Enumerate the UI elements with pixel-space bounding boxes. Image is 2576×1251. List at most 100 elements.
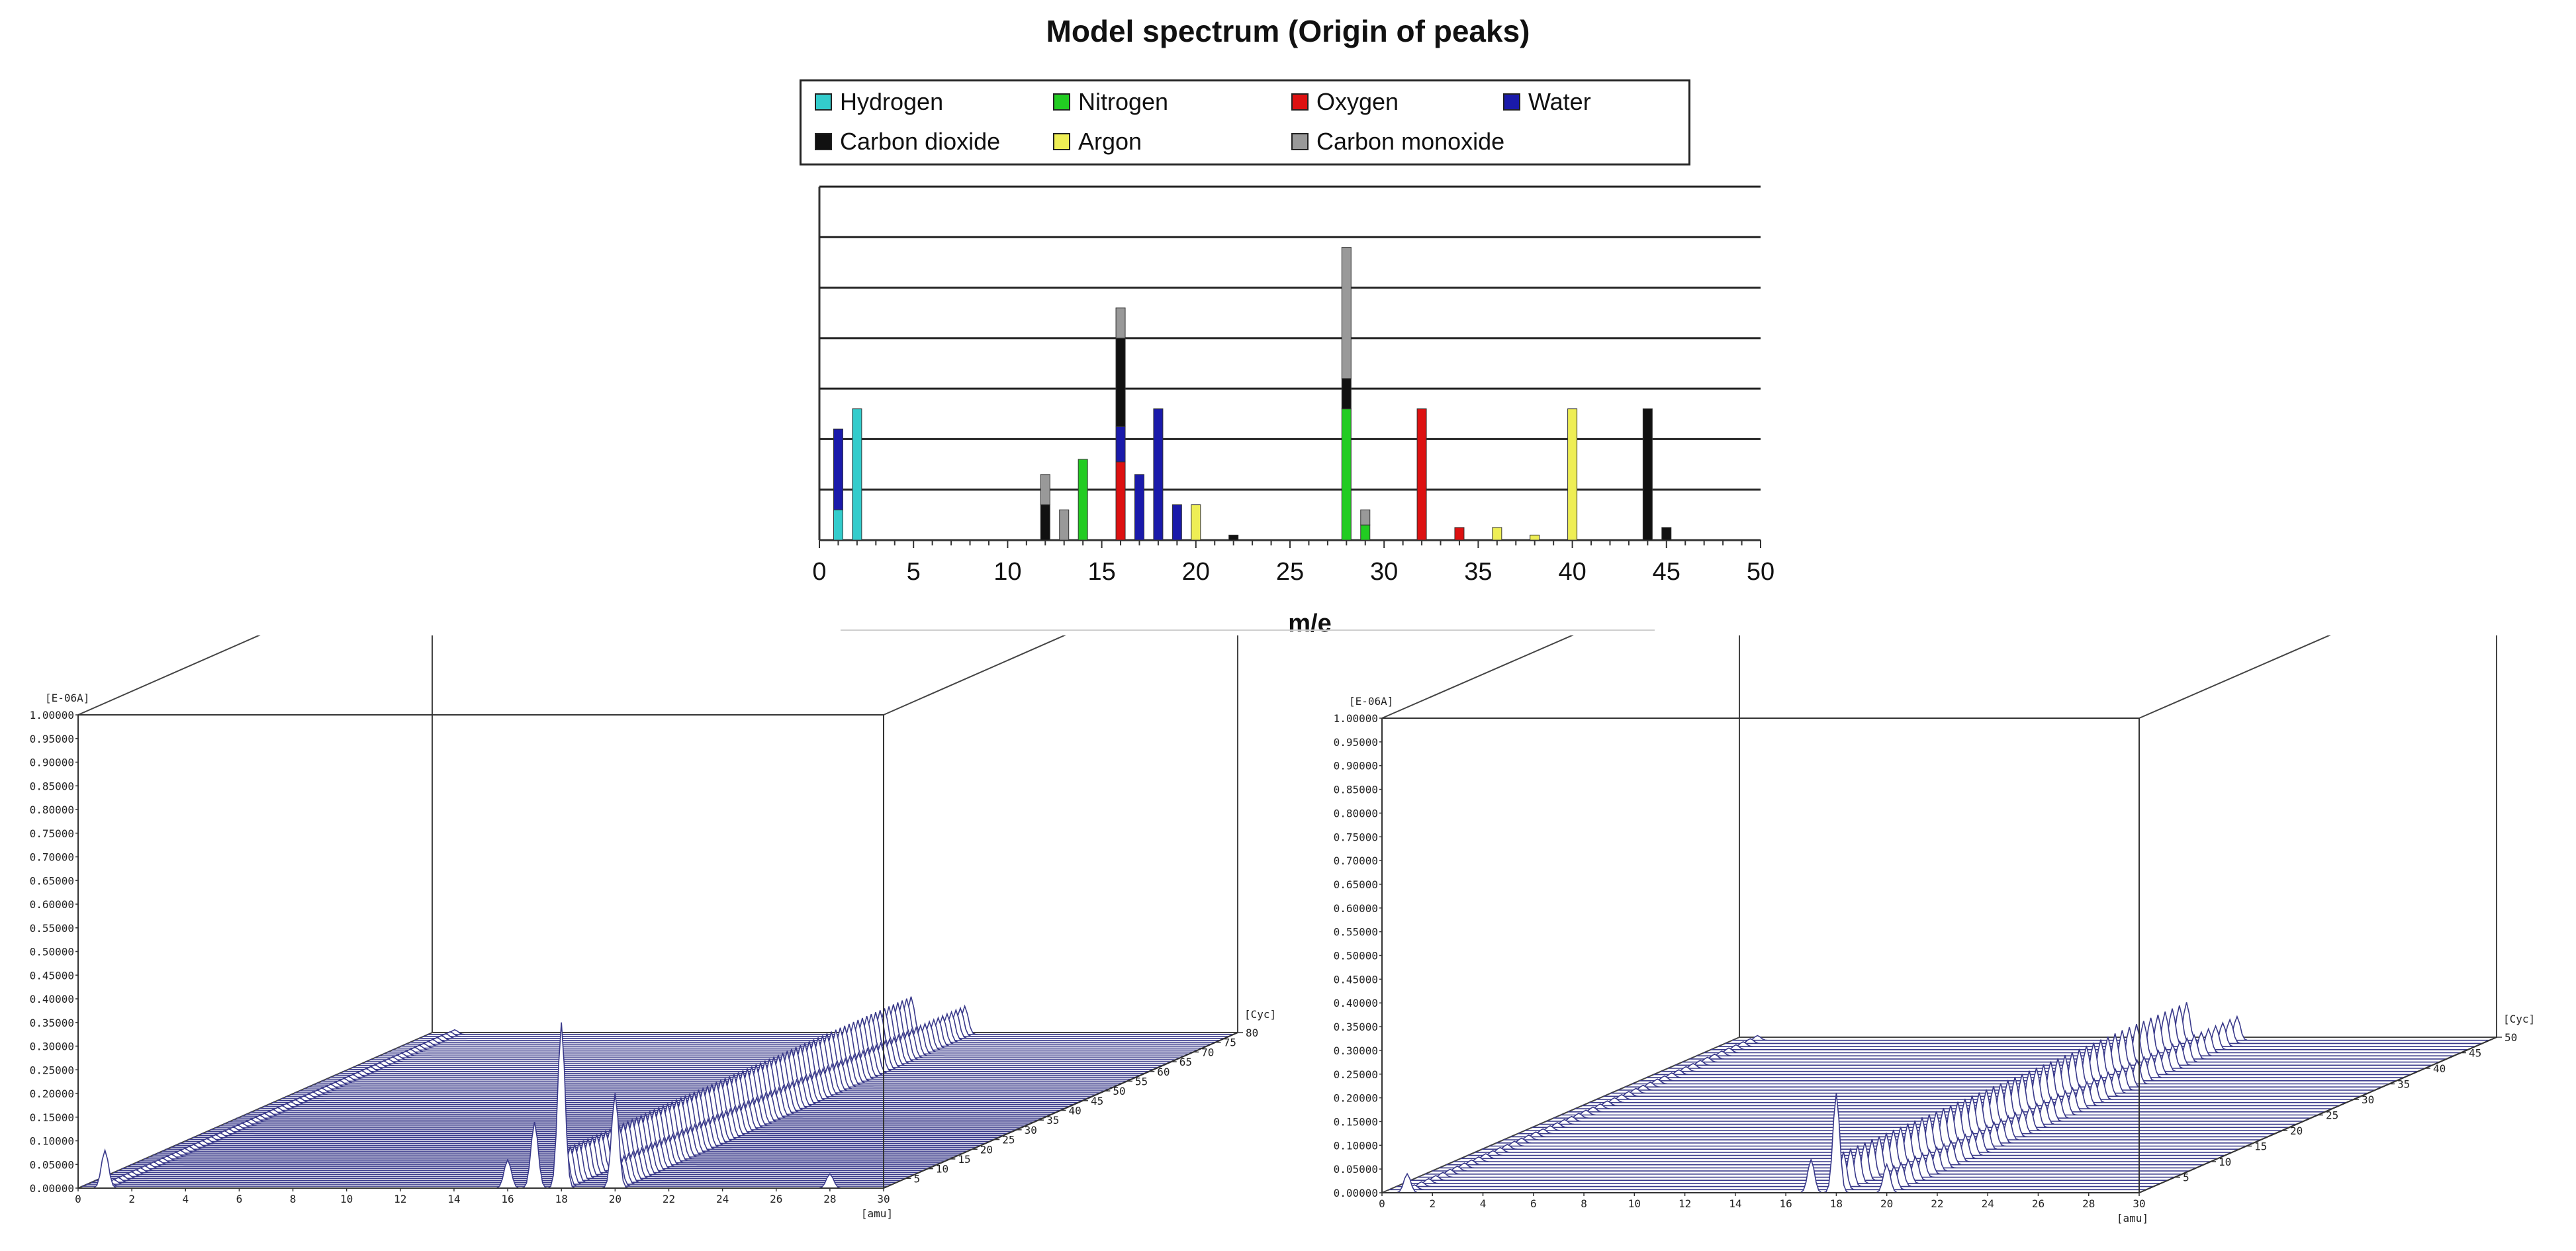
x-tick-label: 4 <box>1480 1197 1487 1210</box>
z-tick-label: 60 <box>1157 1066 1170 1078</box>
y-tick-label: 0.60000 <box>30 898 74 911</box>
bar-segment <box>1078 459 1088 541</box>
z-tick-label: 45 <box>1091 1095 1103 1107</box>
z-tick-label: 55 <box>1135 1075 1148 1088</box>
x-tick-label: 0 <box>812 558 826 586</box>
cycle-trace <box>1467 1117 2225 1156</box>
x-axis-label: m/e <box>1288 610 1331 637</box>
z-tick-label: 20 <box>980 1143 993 1156</box>
x-tick-label: 20 <box>1880 1197 1893 1210</box>
cycle-trace <box>1475 1114 2232 1153</box>
legend-label: Water <box>1528 88 1591 115</box>
cycle-trace <box>85 1146 893 1185</box>
cycle-trace <box>1710 1011 2468 1050</box>
x-tick-label: 18 <box>1830 1197 1843 1210</box>
y-axis-unit: [E-06A] <box>45 692 89 704</box>
cycle-trace <box>113 1135 919 1174</box>
cycle-trace <box>1489 1107 2246 1147</box>
y-tick-label: 0.50000 <box>1334 950 1378 962</box>
cycle-trace <box>1596 1061 2354 1100</box>
cycle-trace <box>1661 1033 2418 1072</box>
legend-swatch-icon <box>1053 93 1070 111</box>
back-wall <box>1739 635 2497 1038</box>
z-tick-label: 25 <box>1002 1134 1015 1146</box>
legend-item-hydrogen: Hydrogen <box>815 88 943 116</box>
x-tick-label: 6 <box>236 1193 243 1205</box>
cycle-trace <box>1403 1145 2161 1184</box>
bar-segment <box>1492 527 1502 541</box>
y-tick-label: 0.15000 <box>1334 1115 1378 1128</box>
x-tick-label: 8 <box>290 1193 297 1205</box>
cycle-trace <box>1618 1052 2375 1091</box>
y-tick-label: 0.50000 <box>30 946 74 958</box>
bar-segment <box>1661 527 1672 541</box>
y-tick-label: 0.30000 <box>1334 1044 1378 1057</box>
z-tick-label: 10 <box>2219 1156 2231 1168</box>
y-tick-label: 0.20000 <box>1334 1092 1378 1105</box>
x-tick-label: 14 <box>1729 1197 1741 1210</box>
cycle-trace <box>1510 1098 2268 1138</box>
y-tick-label: 0.05000 <box>30 1158 74 1171</box>
z-tick-label: 80 <box>1246 1027 1258 1039</box>
y-tick-label: 0.80000 <box>1334 807 1378 819</box>
chart-title: Model spectrum (Origin of peaks) <box>1046 14 1530 48</box>
z-tick-label: 45 <box>2469 1047 2481 1060</box>
cycle-trace <box>149 1119 954 1158</box>
legend-label: Carbon monoxide <box>1316 128 1505 155</box>
bar-segment <box>1341 378 1352 410</box>
y-tick-label: 0.85000 <box>30 780 74 792</box>
x-tick-label: 10 <box>1628 1197 1641 1210</box>
back-wall <box>432 635 1238 1033</box>
legend-item-oxygen: Oxygen <box>1291 88 1399 116</box>
z-tick-label: 50 <box>1113 1085 1125 1097</box>
y-tick-label: 0.25000 <box>1334 1068 1378 1081</box>
cycle-trace <box>1518 1095 2276 1135</box>
cycle-trace <box>1418 1138 2175 1178</box>
bar-segment <box>1341 408 1352 541</box>
cycle-trace <box>144 1121 950 1160</box>
x-tick-label: 10 <box>993 558 1021 586</box>
cycle-trace <box>1389 1151 2146 1191</box>
y-tick-label: 0.35000 <box>1334 1021 1378 1033</box>
x-tick-label: 2 <box>1429 1197 1436 1210</box>
legend-swatch-icon <box>1503 93 1520 111</box>
z-tick-label: 15 <box>958 1153 970 1166</box>
y-tick-label: 0.70000 <box>30 851 74 864</box>
y-tick-label: 0.70000 <box>1334 855 1378 867</box>
z-tick-label: 40 <box>2433 1062 2446 1075</box>
cycle-trace <box>94 1142 901 1182</box>
cycle-trace <box>422 998 1229 1037</box>
cycle-trace <box>1532 1089 2289 1129</box>
bar-segment <box>1115 338 1126 427</box>
y-tick-label: 0.55000 <box>30 922 74 935</box>
y-axis-unit: [E-06A] <box>1349 695 1393 708</box>
bar-segment <box>1115 426 1126 463</box>
x-tick-label: 2 <box>128 1193 135 1205</box>
cycle-trace <box>1546 1083 2304 1122</box>
z-tick-label: 5 <box>2183 1172 2189 1184</box>
x-tick-label: 28 <box>823 1193 836 1205</box>
x-tick-label: 15 <box>1087 558 1115 586</box>
y-tick-label: 0.10000 <box>1334 1139 1378 1152</box>
y-tick-label: 0.85000 <box>1334 784 1378 796</box>
legend-item-nitrogen: Nitrogen <box>1053 88 1168 116</box>
y-tick-label: 1.00000 <box>1334 712 1378 725</box>
legend-label: Hydrogen <box>840 88 944 115</box>
y-tick-label: 0.10000 <box>30 1135 74 1148</box>
y-tick-label: 0.95000 <box>30 733 74 745</box>
cycle-trace <box>1653 1036 2411 1076</box>
legend-swatch-icon <box>815 133 832 150</box>
x-tick-label: 14 <box>447 1193 460 1205</box>
x-tick-label: 12 <box>394 1193 406 1205</box>
z-axis-unit: [Cyc] <box>2503 1013 2535 1025</box>
x-tick-label: 28 <box>2082 1197 2095 1210</box>
cycle-trace <box>1725 1005 2483 1044</box>
bar-segment <box>833 509 843 541</box>
bar-segment <box>1115 461 1126 541</box>
cycle-trace <box>1439 1129 2197 1169</box>
x-tick-label: 30 <box>1370 558 1398 586</box>
cycle-trace <box>427 996 1234 1035</box>
x-tick-label: 20 <box>609 1193 621 1205</box>
cycle-trace <box>1732 1002 2490 1041</box>
bar-segment <box>1360 524 1371 541</box>
